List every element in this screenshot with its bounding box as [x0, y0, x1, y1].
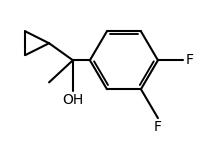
Text: F: F — [153, 120, 161, 134]
Text: F: F — [184, 53, 192, 67]
Text: OH: OH — [62, 93, 83, 107]
